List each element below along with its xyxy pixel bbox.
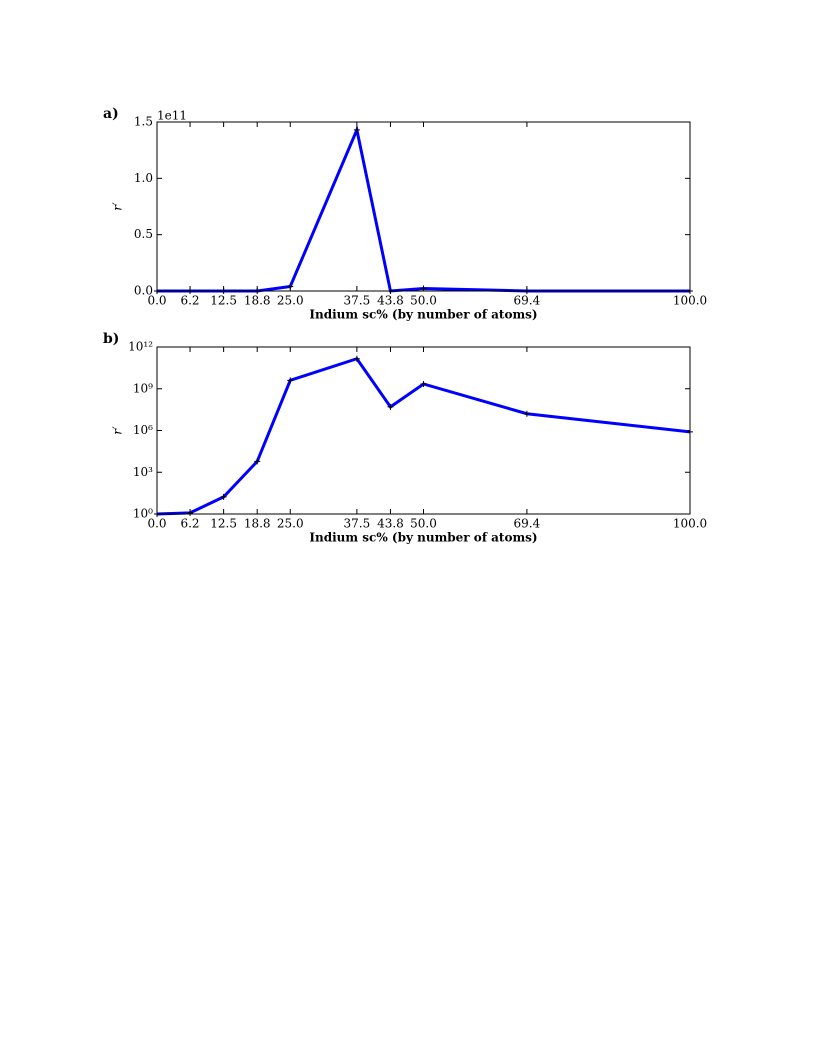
y-tick-label: 10⁹ [133,381,153,395]
x-tick-label: 69.4 [514,294,541,308]
y-axis-label: r′ [111,202,125,211]
panel-label: b) [103,331,119,347]
marker [353,126,360,133]
marker [287,377,294,384]
x-tick-label: 6.2 [180,294,199,308]
x-axis-label: Indium sc% (by number of atoms) [309,308,537,322]
x-tick-label: 50.0 [410,517,437,531]
x-tick-label: 0.0 [147,517,166,531]
axes-frame [156,121,691,292]
marker [254,458,261,465]
data-line [157,124,691,293]
y-axis-label: r′ [111,426,125,435]
y-tick-label: 10⁶ [133,423,153,437]
marker [420,380,427,387]
marker [523,410,530,417]
x-tick-label: 6.2 [180,517,199,531]
x-tick-label: 100.0 [673,517,707,531]
x-tick-label: 37.5 [344,294,371,308]
x-tick-label: 18.8 [244,294,271,308]
x-tick-label: 100.0 [673,294,707,308]
marker [220,493,227,500]
axes-frame [156,346,691,515]
panel-label: a) [103,106,119,122]
marker [387,403,394,410]
data-line [156,356,691,516]
x-tick-label: 37.5 [344,517,371,531]
x-tick-label: 50.0 [410,294,437,308]
x-tick-label: 12.5 [210,517,237,531]
y-tick-label: 10⁰ [133,507,153,521]
marker [187,509,194,516]
x-tick-label: 18.8 [244,517,271,531]
x-tick-label: 12.5 [210,294,237,308]
x-tick-label: 0.0 [147,294,166,308]
y-tick-label: 1.5 [134,115,153,129]
offset-text: 1e11 [157,109,187,123]
x-tick-label: 43.8 [377,294,404,308]
y-tick-label: 1.0 [134,171,153,185]
y-tick-label: 10³ [133,465,153,479]
x-tick-label: 43.8 [377,517,404,531]
marker [287,283,294,290]
y-tick-label: 10¹² [128,340,153,354]
x-tick-label: 69.4 [514,517,541,531]
marker [353,355,360,362]
y-tick-label: 0.0 [134,284,153,298]
x-tick-label: 25.0 [277,517,304,531]
x-tick-label: 25.0 [277,294,304,308]
y-tick-label: 0.5 [134,227,153,241]
x-axis-label: Indium sc% (by number of atoms) [309,531,537,545]
